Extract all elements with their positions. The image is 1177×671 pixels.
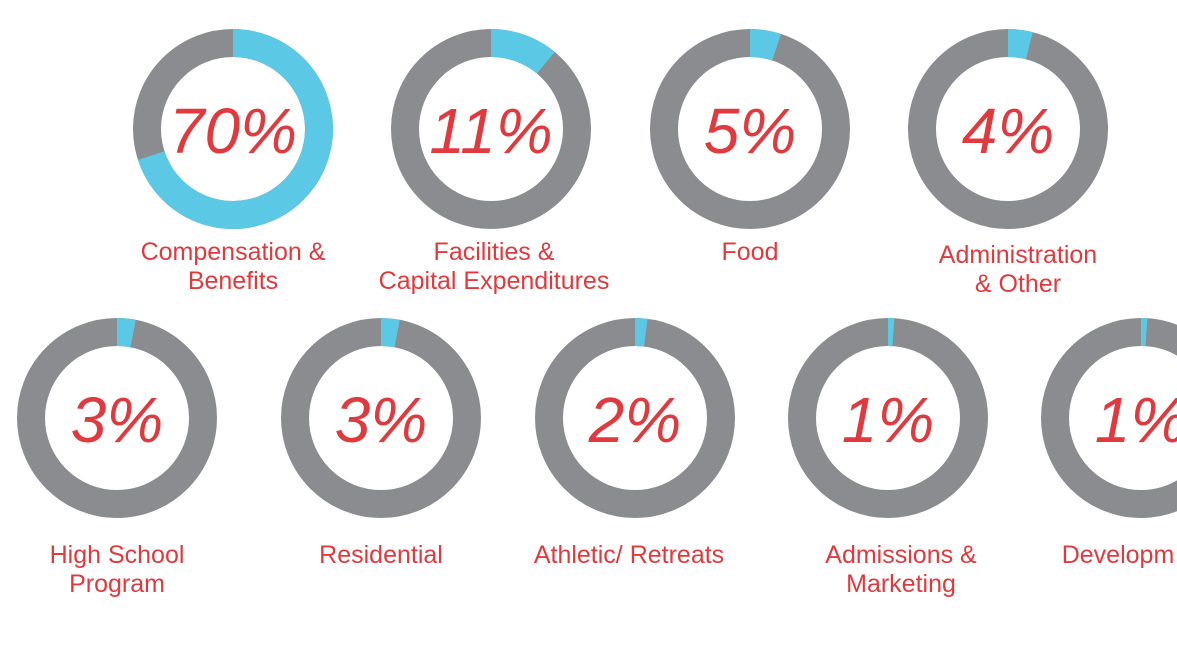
donut-high-school-program: 3% xyxy=(17,318,217,518)
category-label-athletic-retreats: Athletic/ Retreats xyxy=(534,541,724,570)
percent-label: 4% xyxy=(962,95,1055,167)
percent-label: 1% xyxy=(842,384,935,456)
percent-label: 11% xyxy=(429,95,552,167)
donut-compensation-benefits: 70% xyxy=(133,29,333,229)
donut-value-arc xyxy=(137,29,333,229)
donut-administration-other: 4% xyxy=(908,29,1108,229)
category-label-line: Benefits xyxy=(187,267,279,295)
percent-label: 3% xyxy=(335,384,428,456)
category-label-line: Administration xyxy=(938,241,1098,269)
category-label-line: & Other xyxy=(974,270,1062,298)
donut-value-arc xyxy=(634,318,648,347)
donut-residential: 3% xyxy=(281,318,481,518)
donut-value-arc xyxy=(380,318,400,348)
category-label-line: Marketing xyxy=(846,570,956,598)
donut-value-arc xyxy=(749,29,781,61)
category-label-line: Residential xyxy=(319,541,443,569)
percent-label: 70% xyxy=(169,95,297,167)
category-label-line: Compensation & xyxy=(140,238,326,266)
donut-admissions-marketing: 1% xyxy=(788,318,988,518)
category-label-line: Admissions & xyxy=(825,541,977,569)
category-label-line: Developm xyxy=(1061,541,1175,569)
category-label-line: Capital Expenditures xyxy=(378,267,610,295)
category-label-line: High School xyxy=(49,541,185,569)
donut-athletic-retreats: 2% xyxy=(535,318,735,518)
donut-value-arc xyxy=(116,318,136,348)
donut-food: 5% xyxy=(650,29,850,229)
category-label-line: Food xyxy=(721,238,779,266)
category-label-admissions-marketing: Admissions & Marketing xyxy=(825,541,976,599)
category-label-facilities-capital: Facilities & Capital Expenditures xyxy=(379,238,610,296)
percent-label: 2% xyxy=(588,384,682,456)
category-label-development: Developm xyxy=(1062,541,1175,570)
percent-label: 3% xyxy=(71,384,164,456)
category-label-residential: Residential xyxy=(319,541,443,570)
category-label-line: Program xyxy=(69,570,165,598)
category-label-compensation-benefits: Compensation & Benefits xyxy=(141,238,326,296)
percent-label: 5% xyxy=(704,95,797,167)
donut-facilities-capital: 11% xyxy=(391,29,591,229)
donut-value-arc xyxy=(490,29,555,74)
category-label-administration-other: Administration & Other xyxy=(939,241,1097,299)
donut-development: 1% xyxy=(1041,318,1177,518)
category-label-line: Facilities & xyxy=(433,238,555,266)
category-label-line: Athletic/ Retreats xyxy=(533,541,725,569)
percent-label: 1% xyxy=(1095,384,1177,456)
category-label-food: Food xyxy=(722,238,779,267)
donut-value-arc xyxy=(1007,29,1033,60)
category-label-high-school-program: High School Program xyxy=(50,541,185,599)
